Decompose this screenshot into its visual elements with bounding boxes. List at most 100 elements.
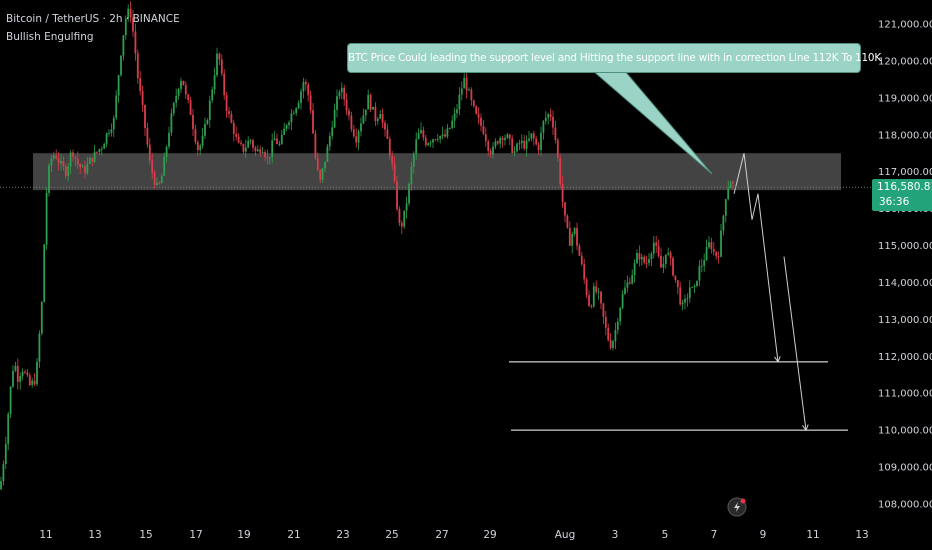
candle-body	[223, 73, 226, 96]
candle-body	[429, 142, 432, 144]
projection-arrow-2-head	[802, 424, 809, 432]
candle-body	[350, 115, 353, 130]
candle-body	[405, 203, 408, 211]
candle-body	[182, 80, 185, 86]
candle-body	[710, 242, 713, 250]
date-tick-label: 11	[39, 529, 52, 541]
candle-body	[19, 376, 22, 382]
candle-body	[55, 155, 58, 159]
candle-body	[645, 262, 648, 264]
candle-body	[652, 242, 655, 254]
candle-body	[460, 88, 463, 95]
candle-body	[564, 202, 566, 216]
candle-body	[384, 122, 386, 130]
candle-body	[621, 294, 624, 308]
candle-body	[163, 156, 166, 176]
candle-body	[717, 256, 720, 258]
candle-body	[187, 94, 190, 101]
projection-arrow-1[interactable]	[733, 153, 779, 362]
candle-body	[249, 140, 252, 142]
price-tick-label: 117,000.00	[878, 167, 932, 178]
symbol-title[interactable]: Bitcoin / TetherUS · 2h · BINANCE	[6, 13, 180, 25]
candle-body	[76, 158, 79, 165]
candle-body	[705, 247, 708, 261]
candle-body	[14, 365, 17, 371]
candle-body	[228, 111, 230, 114]
candle-body	[616, 321, 619, 330]
candle-body	[571, 234, 574, 246]
candle-body	[319, 169, 322, 180]
candle-body	[297, 103, 300, 109]
candle-body	[643, 256, 646, 263]
indicator-label[interactable]: Bullish Engulfing	[6, 31, 94, 43]
candle-body	[655, 242, 658, 246]
candle-body	[537, 144, 540, 151]
candle-body	[492, 146, 494, 155]
candle-body	[40, 302, 43, 334]
candle-body	[520, 140, 523, 144]
candle-body	[600, 291, 602, 304]
candle-body	[662, 264, 665, 268]
candle-body	[28, 375, 31, 385]
candle-body	[43, 244, 46, 303]
candle-body	[100, 148, 103, 150]
candle-body	[588, 295, 590, 307]
candle-body	[4, 443, 7, 465]
candle-body	[57, 158, 60, 164]
candle-body	[338, 92, 341, 97]
candle-body	[506, 134, 509, 138]
date-tick-label: 3	[612, 529, 619, 541]
candle-body	[648, 259, 650, 264]
candle-body	[681, 302, 684, 305]
candle-body	[79, 164, 82, 168]
candle-body	[453, 113, 456, 121]
candle-body	[220, 59, 223, 74]
candle-body	[7, 414, 10, 444]
candle-body	[376, 118, 379, 121]
date-tick-label: 21	[287, 529, 300, 541]
lightning-icon[interactable]	[727, 497, 747, 517]
price-tick-label: 110,000.00	[878, 426, 932, 437]
candle-body	[686, 298, 689, 300]
price-tick-label: 113,000.00	[878, 315, 932, 326]
projection-arrow-1-head	[774, 356, 781, 363]
candle-body	[408, 183, 410, 204]
candle-body	[552, 116, 554, 128]
candle-body	[117, 75, 120, 96]
candle-body	[314, 133, 317, 159]
projection-arrow-2[interactable]	[783, 256, 807, 431]
candle-body	[204, 124, 206, 136]
candle-body	[304, 81, 307, 85]
candle-body	[300, 91, 302, 104]
candle-body	[295, 108, 298, 114]
candle-body	[316, 158, 319, 170]
candle-body	[372, 106, 374, 110]
candle-body	[74, 156, 77, 159]
candle-body	[420, 130, 422, 134]
candle-body	[26, 372, 29, 376]
date-tick-label: 27	[435, 529, 448, 541]
candle-body	[477, 113, 480, 118]
candle-body	[516, 143, 518, 152]
candle-body	[619, 307, 622, 322]
candle-body	[391, 155, 394, 164]
candle-body	[700, 265, 703, 267]
candle-body	[712, 249, 715, 252]
candle-body	[597, 291, 600, 293]
candle-body	[259, 149, 262, 153]
resistance-zone	[33, 153, 841, 191]
candle-body	[72, 152, 74, 157]
candle-body	[602, 303, 605, 317]
candle-body	[326, 146, 329, 162]
annotation-callout[interactable]: BTC Price Could leading the support leve…	[347, 43, 881, 73]
candle-body	[626, 282, 629, 288]
candle-body	[468, 89, 470, 91]
candle-body	[542, 121, 545, 133]
candle-body	[129, 8, 132, 18]
price-tick-label: 121,000.00	[878, 20, 932, 31]
date-tick-label: 11	[806, 529, 819, 541]
candle-body	[134, 31, 137, 54]
candle-body	[410, 166, 413, 184]
candle-body	[724, 199, 727, 216]
